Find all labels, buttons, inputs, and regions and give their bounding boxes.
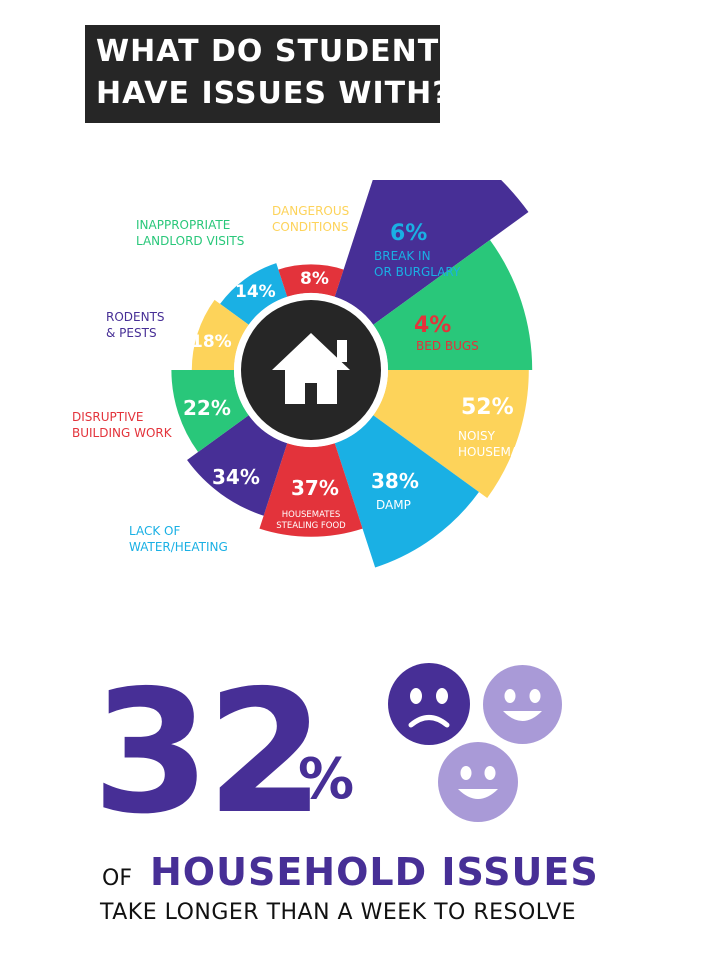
slice-percent-label: 38% [371, 469, 419, 493]
chart-wedge [373, 370, 529, 499]
slice-percent-label: 52% [461, 395, 514, 420]
happy-face-icon [438, 742, 518, 822]
slice-percent-label: 18% [191, 332, 232, 352]
slice-name-label: & PESTS [106, 326, 157, 340]
chart-wedge [171, 370, 249, 453]
chart-wedge [220, 263, 288, 325]
title-box [85, 25, 440, 123]
chart-wedge [187, 415, 288, 516]
slice-percent-label: 34% [212, 465, 260, 489]
slice-name-label: OR BURGLARY [374, 265, 461, 279]
chart-wedge [191, 299, 249, 370]
slice-name-label: LACK OF [129, 524, 180, 538]
chart-wedge [259, 443, 363, 537]
title-line-2: HAVE ISSUES WITH? [96, 76, 451, 111]
slice-name-label: CONDITIONS [272, 220, 349, 234]
stat-subline: TAKE LONGER THAN A WEEK TO RESOLVE [100, 900, 577, 925]
sad-face-icon [388, 663, 470, 745]
chart-labels: 6% BREAK IN OR BURGLARY 4%BED BUGS 52% NOISY H… [72, 204, 541, 554]
title-line-1: WHAT DO STUDENTS [96, 34, 462, 69]
stat-headline: HOUSEHOLD ISSUES [150, 850, 599, 894]
slice-name-label: RODENTS [106, 310, 165, 324]
slice-name-label: HOUSEMATES [458, 445, 541, 459]
chart-wedge [373, 239, 533, 370]
chart-wedge [334, 180, 529, 325]
slice-name-label: INAPPROPRIATE [136, 218, 230, 232]
big-stat-number: 32 [92, 654, 325, 852]
stat-of-word: OF [102, 866, 132, 891]
slice-name-label: NOISY [458, 429, 496, 443]
slice-name-label: WATER/HEATING [129, 540, 228, 554]
slice-name-label: BREAK IN [374, 249, 431, 263]
slice-percent-label: 4% [414, 313, 451, 338]
slice-percent-label: 37% [291, 476, 339, 500]
slice-percent-label: 14% [235, 282, 276, 302]
slice-percent-label: 8% [300, 269, 329, 289]
slice-name-label: HOUSEMATES [282, 510, 341, 520]
house-icon [272, 333, 350, 404]
chart-wedge [278, 264, 344, 297]
happy-face-icon [483, 665, 562, 744]
slice-name-label: DANGEROUS [272, 204, 349, 218]
slice-name-label: STEALING FOOD [276, 521, 346, 531]
slice-name-label: BUILDING WORK [72, 426, 173, 440]
chart-wedge [334, 415, 479, 568]
polar-area-chart: 6% BREAK IN OR BURGLARY 4%BED BUGS 52% NOISY H… [72, 180, 541, 568]
slice-name-label: LANDLORD VISITS [136, 234, 244, 248]
slice-percent-label: 6% [390, 221, 427, 246]
chart-wedges [171, 180, 533, 568]
big-stat-percent-sign: % [298, 747, 355, 812]
slice-name-label: DISRUPTIVE [72, 410, 143, 424]
slice-name-label: BED BUGS [416, 339, 479, 353]
slice-percent-label: 22% [183, 396, 231, 420]
slice-name-label: DAMP [376, 498, 411, 512]
